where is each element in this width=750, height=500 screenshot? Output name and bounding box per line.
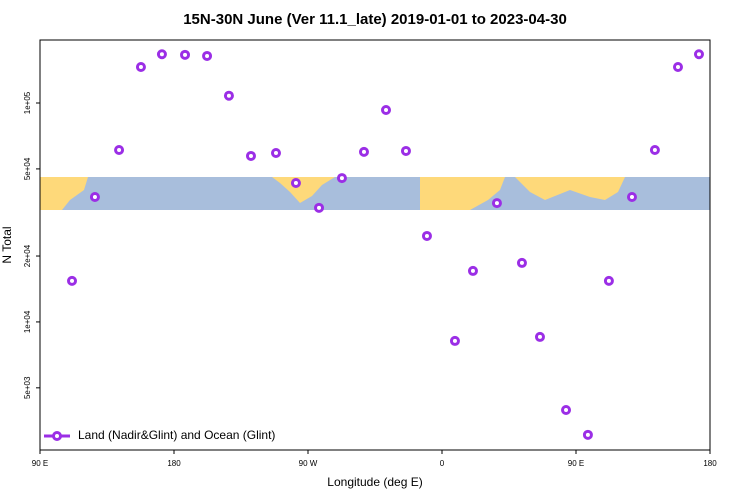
point [89,192,100,203]
point [223,90,234,101]
point [516,257,527,268]
x-tick-label: 0 [440,459,445,468]
x-tick-label: 90 E [32,459,48,468]
y-axis-label: N Total [0,226,14,263]
point [314,202,325,213]
x-tick-label: 180 [167,459,181,468]
x-tick-label: 180 [703,459,717,468]
y-tick-label: 5e+03 [23,376,32,399]
y-tick-label: 1e+04 [23,310,32,333]
legend-marker [52,431,62,441]
legend-label: Land (Nadir&Glint) and Ocean (Glint) [78,428,275,442]
point [603,275,614,286]
x-tick-label: 90 W [299,459,318,468]
land [272,177,335,203]
point [449,335,460,346]
y-tick-label: 2e+04 [23,244,32,267]
point [672,62,683,73]
point [649,145,660,156]
point [561,404,572,415]
y-tick-label: 1e+05 [23,91,32,114]
point [534,331,545,342]
point [336,173,347,184]
x-tick-label: 90 E [568,459,584,468]
point [467,265,478,276]
land [420,177,505,210]
land [515,177,625,200]
point [358,146,369,157]
point [270,148,281,159]
point [400,145,411,156]
point [202,50,213,61]
point [582,429,593,440]
y-tick-label: 5e+04 [23,157,32,180]
point [135,62,146,73]
point [156,49,167,60]
point [421,230,432,241]
point [290,178,301,189]
point [114,145,125,156]
plot-frame [39,39,711,451]
land [40,177,88,210]
point [180,49,191,60]
chart-title: 15N-30N June (Ver 11.1_late) 2019-01-01 … [183,11,567,28]
point [626,192,637,203]
map-band [40,177,710,210]
point [67,275,78,286]
point [693,49,704,60]
point [491,198,502,209]
x-axis-label: Longitude (deg E) [327,475,422,489]
point [245,150,256,161]
point [381,105,392,116]
